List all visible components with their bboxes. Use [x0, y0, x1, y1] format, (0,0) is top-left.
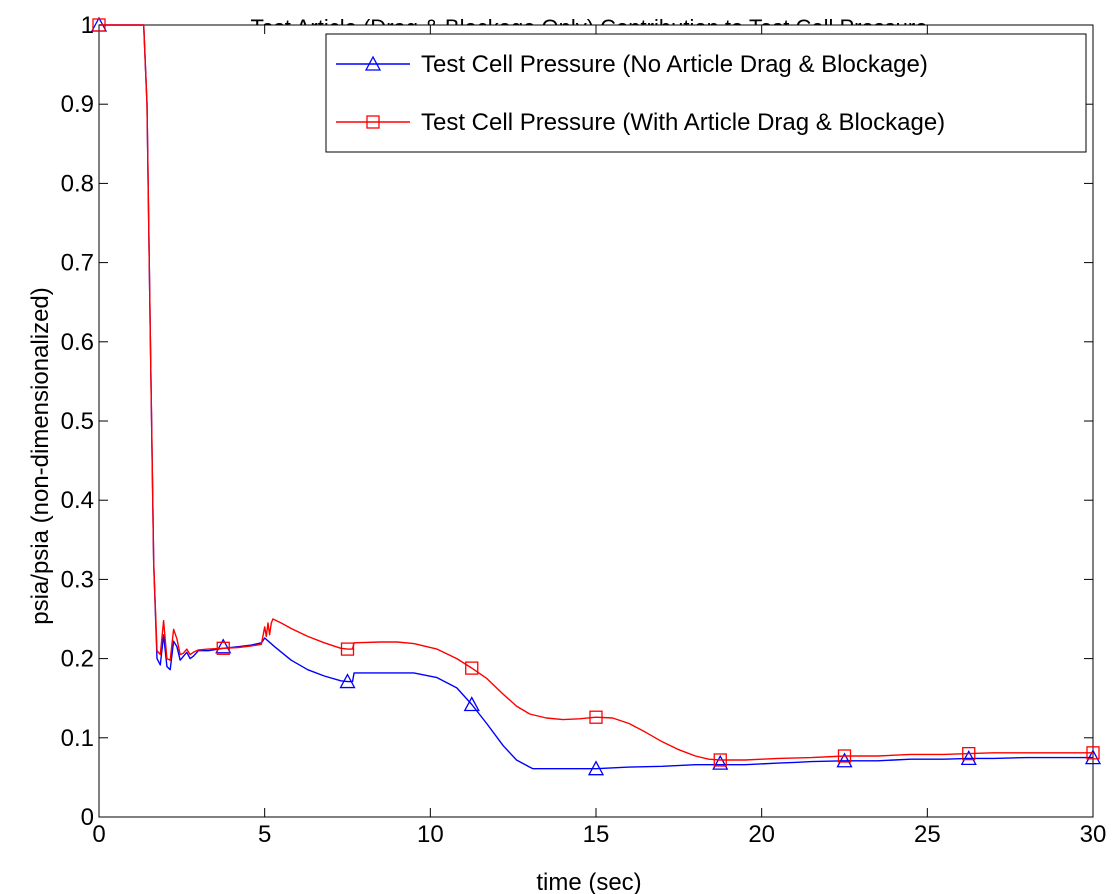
series-line-1	[99, 24, 1093, 770]
series-2-marker	[589, 710, 603, 724]
series-2-marker	[1086, 746, 1100, 760]
y-tick-label: 0.8	[61, 170, 94, 197]
series-2-marker	[465, 661, 479, 675]
series-2-marker	[216, 641, 230, 655]
x-axis-label: time (sec)	[536, 869, 641, 894]
series-2-marker	[92, 18, 106, 32]
x-tick-label: 5	[258, 821, 271, 848]
series-2-marker	[962, 746, 976, 761]
legend-label-1: Test Cell Pressure (No Article Drag & Bl…	[421, 51, 928, 78]
x-tick-label: 25	[914, 821, 941, 848]
series-1-marker	[215, 638, 232, 654]
x-tick-label: 0	[92, 821, 105, 848]
series-1-marker	[1084, 749, 1102, 765]
series-1-marker	[339, 673, 356, 689]
axes-box	[98, 24, 1094, 818]
series-1-marker	[960, 750, 977, 766]
y-tick-label: 0.3	[61, 566, 94, 593]
series-1-marker	[463, 696, 480, 712]
y-tick-label: 0.9	[61, 91, 94, 118]
series-1-marker	[836, 752, 853, 768]
series-2-marker	[713, 753, 727, 767]
legend-marker-2	[366, 115, 380, 129]
y-tick-label: 1	[81, 12, 94, 39]
y-tick-label: 0.4	[61, 487, 94, 514]
series-1-marker	[712, 754, 729, 770]
x-tick-label: 20	[748, 821, 775, 848]
legend-box	[325, 33, 1087, 153]
series-2-marker	[340, 642, 355, 656]
y-tick-label: 0.7	[61, 250, 94, 277]
plot-area: 0 5 10 15 20 25 30 0 0.1 0.2 0.3 0.4 0.5 0.6 0.7 0.8 0.9…	[61, 12, 1107, 848]
legend-marker-1	[364, 55, 382, 71]
y-tick-label: 0.5	[61, 408, 94, 435]
y-tick-label: 0.6	[61, 329, 94, 356]
series-2-marker	[837, 749, 852, 763]
x-tick-label: 30	[1080, 821, 1107, 848]
y-axis-label: psia/psia (non-dimensionalized)	[27, 287, 54, 625]
x-tick-label: 10	[417, 821, 444, 848]
x-tick-label: 15	[583, 821, 610, 848]
y-tick-label: 0.1	[61, 725, 94, 752]
y-tick-label: 0	[81, 804, 94, 831]
legend-label-2: Test Cell Pressure (With Article Drag & …	[421, 109, 945, 136]
y-tick-label: 0.2	[61, 646, 94, 673]
series-1-marker	[587, 760, 605, 776]
